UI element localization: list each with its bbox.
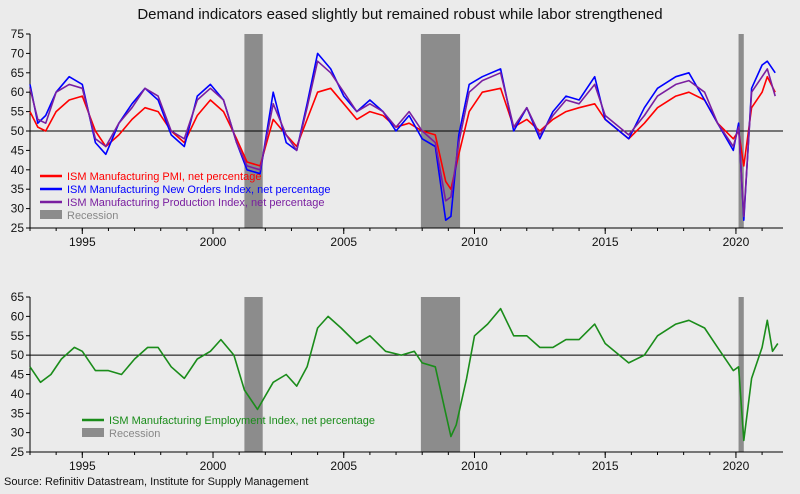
x-tick-label: 2005 [330,235,357,249]
y-tick-label: 25 [11,221,25,235]
legend-entry: ISM Manufacturing Production Index, net … [67,197,324,209]
y-tick-label: 50 [11,348,25,362]
x-tick-label: 2000 [200,459,227,473]
x-tick-label: 1995 [69,459,96,473]
y-tick-label: 30 [11,426,25,440]
y-tick-label: 40 [11,387,25,401]
y-tick-label: 25 [11,445,25,459]
y-tick-label: 75 [11,27,25,41]
recession-band [420,297,461,452]
x-tick-label: 2015 [592,235,619,249]
x-tick-label: 1995 [69,235,96,249]
y-tick-label: 40 [11,163,25,177]
legend-entry-recession: Recession [67,210,118,222]
source-note: Source: Refinitiv Datastream, Institute … [4,476,309,488]
x-tick-label: 2020 [723,235,750,249]
x-tick-label: 2015 [592,459,619,473]
y-tick-label: 65 [11,290,25,304]
legend-swatch-recession [40,210,62,219]
x-tick-label: 2010 [461,459,488,473]
series-line-production [29,60,776,218]
chart-title: Demand indicators eased slightly but rem… [137,6,663,23]
y-tick-label: 30 [11,202,25,216]
y-tick-label: 35 [11,182,25,196]
recession-band [738,297,744,452]
legend-entry: ISM Manufacturing PMI, net percentage [67,171,261,183]
y-tick-label: 45 [11,368,25,382]
y-tick-label: 45 [11,143,25,157]
series-line-pmi [29,75,776,190]
legend-swatch-recession [82,428,104,437]
legend-entry-recession: Recession [109,428,160,440]
y-tick-label: 65 [11,66,25,80]
y-tick-label: 35 [11,406,25,420]
x-tick-label: 2020 [723,459,750,473]
recession-band [244,297,263,452]
chart-panel-2: 25 30 35 40 45 50 55 60 65 1995 2000 2005 2010 2015 20… [11,290,783,473]
x-tick-label: 2000 [200,235,227,249]
x-tick-label: 2005 [330,459,357,473]
y-tick-label: 50 [11,124,25,138]
series-line-employment [29,307,779,442]
x-tick-label: 2010 [461,235,488,249]
y-tick-label: 55 [11,105,25,119]
y-tick-label: 60 [11,85,25,99]
chart-panel-1: 25 30 35 40 45 50 55 60 65 70 75 1995 2000 2005 2010 20… [11,27,783,249]
legend-entry: ISM Manufacturing Employment Index, net … [109,415,375,427]
y-tick-label: 55 [11,329,25,343]
y-tick-label: 60 [11,309,25,323]
y-tick-label: 70 [11,46,25,60]
legend-entry: ISM Manufacturing New Orders Index, net … [67,184,331,196]
